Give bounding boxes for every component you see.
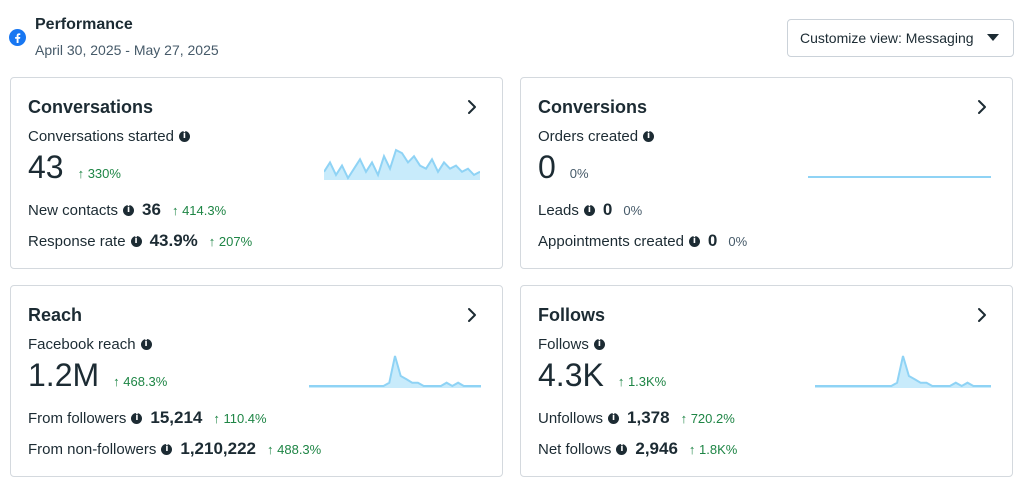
date-range: April 30, 2025 - May 27, 2025 [35, 42, 219, 58]
sparkline-chart [815, 355, 991, 388]
info-icon[interactable]: i [593, 339, 605, 350]
sub-metric-new-contacts: New contacts i 36 ↑ 414.3% [28, 200, 227, 219]
sub-metric-unfollows: Unfollows i 1,378 ↑ 720.2% [538, 408, 735, 427]
page-title: Performance [35, 16, 133, 33]
facebook-logo-icon [9, 29, 26, 46]
card-title: Conversions [538, 97, 648, 117]
main-metric-change: ↑ 1.3K% [617, 374, 667, 389]
sub-metric-leads: Leads i 0 0% [538, 200, 643, 219]
chevron-right-icon[interactable] [464, 305, 480, 325]
sparkline-line [324, 148, 480, 180]
info-icon[interactable]: i [616, 443, 628, 455]
sub-metric-appointments: Appointments created i 0 0% [538, 231, 748, 250]
main-metric-label: Facebook reach i [28, 336, 152, 353]
customize-view-label: Customize view: Messaging [800, 30, 974, 46]
main-metric: 0 0% [538, 149, 589, 186]
main-metric-change: 0% [569, 166, 589, 181]
sub-metric-from-non-followers: From non-followers i 1,210,222 ↑ 488.3% [28, 439, 322, 458]
chevron-right-icon[interactable] [974, 305, 990, 325]
main-metric-label: Follows i [538, 336, 605, 353]
main-metric-value: 43 [28, 149, 64, 185]
main-metric: 1.2M ↑ 468.3% [28, 357, 167, 394]
main-metric-value: 0 [538, 149, 556, 185]
info-icon[interactable]: i [688, 235, 700, 247]
info-icon[interactable]: i [140, 339, 152, 350]
sparkline-chart [324, 148, 480, 180]
main-metric-value: 1.2M [28, 357, 100, 393]
performance-header: Performance April 30, 2025 - May 27, 202… [0, 0, 1031, 70]
card-title: Reach [28, 305, 83, 325]
sparkline-chart [309, 355, 481, 388]
info-icon[interactable]: i [131, 412, 143, 424]
caret-down-icon [987, 34, 999, 41]
main-metric-change: ↑ 330% [77, 166, 121, 181]
sub-metric-response-rate: Response rate i 43.9% ↑ 207% [28, 231, 253, 250]
sparkline-line [815, 355, 991, 388]
info-icon[interactable]: i [130, 235, 142, 247]
reach-card: Reach Facebook reach i 1.2M ↑ 468.3% Fro… [10, 285, 503, 477]
card-title: Follows [538, 305, 605, 325]
sparkline-area [309, 356, 481, 388]
main-metric-value: 4.3K [538, 357, 604, 393]
customize-view-dropdown[interactable]: Customize view: Messaging [787, 19, 1014, 57]
info-icon[interactable]: i [608, 412, 620, 424]
info-icon[interactable]: i [161, 443, 173, 455]
main-metric: 43 ↑ 330% [28, 149, 121, 186]
sparkline-area [324, 150, 480, 180]
conversations-card: Conversations Conversations started i 43… [10, 77, 503, 269]
main-metric-label: Conversations started i [28, 128, 190, 145]
main-metric-label: Orders created i [538, 128, 655, 145]
main-metric-change: ↑ 468.3% [113, 374, 168, 389]
info-icon[interactable]: i [178, 131, 190, 142]
sparkline-line [309, 355, 481, 388]
sub-metric-net-follows: Net follows i 2,946 ↑ 1.8K% [538, 439, 738, 458]
info-icon[interactable]: i [643, 131, 655, 142]
sparkline-flat [808, 176, 991, 178]
sub-metric-from-followers: From followers i 15,214 ↑ 110.4% [28, 408, 267, 427]
main-metric: 4.3K ↑ 1.3K% [538, 357, 666, 394]
info-icon[interactable]: i [123, 204, 135, 216]
conversions-card: Conversions Orders created i 0 0% Leads … [520, 77, 1013, 269]
chevron-right-icon[interactable] [464, 97, 480, 117]
sparkline-area [815, 356, 991, 388]
info-icon[interactable]: i [583, 204, 595, 216]
card-title: Conversations [28, 97, 154, 117]
follows-card: Follows Follows i 4.3K ↑ 1.3K% Unfollows… [520, 285, 1013, 477]
chevron-right-icon[interactable] [974, 97, 990, 117]
